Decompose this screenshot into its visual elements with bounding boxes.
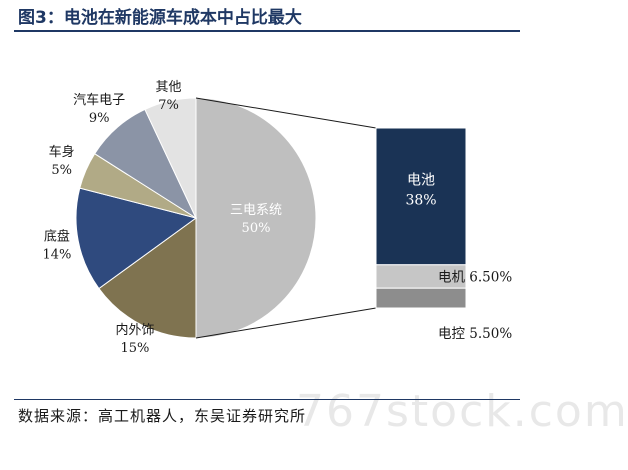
pie-slice-value-4: 9%	[89, 111, 110, 126]
breakdown-label-2: 电控 5.50%	[438, 326, 512, 342]
pie-slice-1	[98, 217, 197, 339]
pie-slice-name-4: 汽车电子	[73, 92, 125, 108]
breakdown-name-0: 电池	[407, 172, 435, 188]
breakdown-name-2: 电控	[438, 326, 469, 342]
pie-label-2: 底盘 14%	[42, 229, 71, 263]
pie-label-0: 三电系统 50%	[230, 203, 282, 236]
connector-line-bottom	[195, 307, 377, 339]
pie-label-4: 汽车电子 9%	[73, 92, 125, 126]
pie-slice-value-0: 50%	[242, 221, 271, 236]
pie-slice-0	[195, 97, 317, 339]
breakdown-name-1: 电机	[438, 270, 469, 286]
pie-label-5: 其他 7%	[156, 80, 182, 113]
breakdown-value-2: 5.50%	[469, 326, 512, 342]
pie-slice-name-0: 三电系统	[230, 203, 282, 218]
figure-title: 图3：电池在新能源车成本中占比最大	[18, 8, 302, 28]
breakdown-value-0: 38%	[405, 192, 436, 208]
source-rule	[14, 399, 520, 400]
title-rule	[14, 30, 520, 32]
pie-label-3: 车身 5%	[49, 144, 75, 178]
breakdown-label-1: 电机 6.50%	[438, 270, 512, 286]
pie-chart: 三电系统 50% 内外饰 15% 底盘 14% 车身 5% 汽车电子 9% 其他 7% 电池 38% 电机 …	[42, 80, 512, 356]
pie-slice-5	[144, 97, 197, 219]
watermark: 767stock.com	[296, 386, 628, 437]
pie-slice-name-3: 车身	[49, 144, 75, 160]
breakdown-bar-2	[375, 287, 467, 309]
breakdown-value-1: 6.50%	[469, 270, 512, 286]
pie-slice-name-1: 内外饰	[115, 322, 154, 338]
breakdown-bar-0	[375, 127, 467, 266]
pie-slice-name-5: 其他	[156, 80, 182, 95]
connector-line-top	[195, 97, 377, 129]
pie-slice-value-1: 15%	[121, 341, 150, 356]
pie-label-1: 内外饰 15%	[115, 322, 154, 356]
pie-slice-2	[75, 187, 198, 290]
pie-slice-value-3: 5%	[51, 163, 72, 178]
pie-slice-value-5: 7%	[158, 98, 179, 113]
pie-slice-value-2: 14%	[42, 248, 71, 263]
pie-slice-name-2: 底盘	[44, 229, 70, 245]
source-note: 数据来源：高工机器人，东吴证券研究所	[18, 407, 307, 425]
